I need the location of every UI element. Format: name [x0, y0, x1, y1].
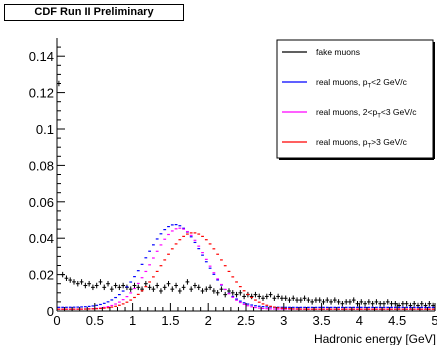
y-tick-label: 0.06 [29, 195, 54, 210]
plot-axes: 0 0.5 1 1.5 2 2.5 3 3.5 4 4.5 5 0 0.02 0.04 0.06 0.08 0.… [29, 38, 437, 328]
series-real-muons-p-t-3-gev-c [57, 232, 435, 310]
legend-box [276, 39, 434, 159]
x-tick-label: 3 [280, 313, 287, 328]
y-tick-label: 0.02 [29, 268, 54, 283]
series-real-muons-2-p-t-3-gev-c [57, 227, 435, 310]
y-tick-label: 0 [47, 304, 54, 319]
x-tick-label: 4.5 [388, 313, 406, 328]
y-tick-label: 0.04 [29, 231, 54, 246]
x-tick-label: 3.5 [313, 313, 331, 328]
y-tick-label: 0.1 [36, 122, 54, 137]
y-tick-label: 0.08 [29, 158, 54, 173]
x-tick-label: 0.5 [86, 313, 104, 328]
x-tick-label: 2.5 [237, 313, 255, 328]
legend-entry-real-muons-low: real muons, pT<2 GeV/c [316, 77, 408, 90]
x-tick-label: 5 [431, 313, 437, 328]
y-tick-label: 0.12 [29, 86, 54, 101]
legend: fake muons real muons, pT<2 GeV/c real muo… [276, 39, 435, 160]
plot-curves [57, 80, 435, 310]
x-tick-label: 1.5 [161, 313, 179, 328]
chart-header: CDF Run II Preliminary [4, 4, 184, 21]
x-tick-label: 1 [129, 313, 136, 328]
x-tick-label: 0 [53, 313, 60, 328]
legend-entry-fake-muons: fake muons [316, 47, 360, 57]
legend-entry-real-muons-mid: real muons, 2<pT<3 GeV/c [316, 107, 417, 120]
x-tick-label: 4 [356, 313, 363, 328]
x-tick-label: 2 [205, 313, 212, 328]
y-tick-label: 0.14 [29, 49, 54, 64]
x-axis-label: Hadronic energy [GeV] [314, 332, 436, 345]
legend-entry-real-muons-high: real muons, pT>3 GeV/c [316, 137, 408, 150]
series-fake-muons [57, 80, 435, 309]
